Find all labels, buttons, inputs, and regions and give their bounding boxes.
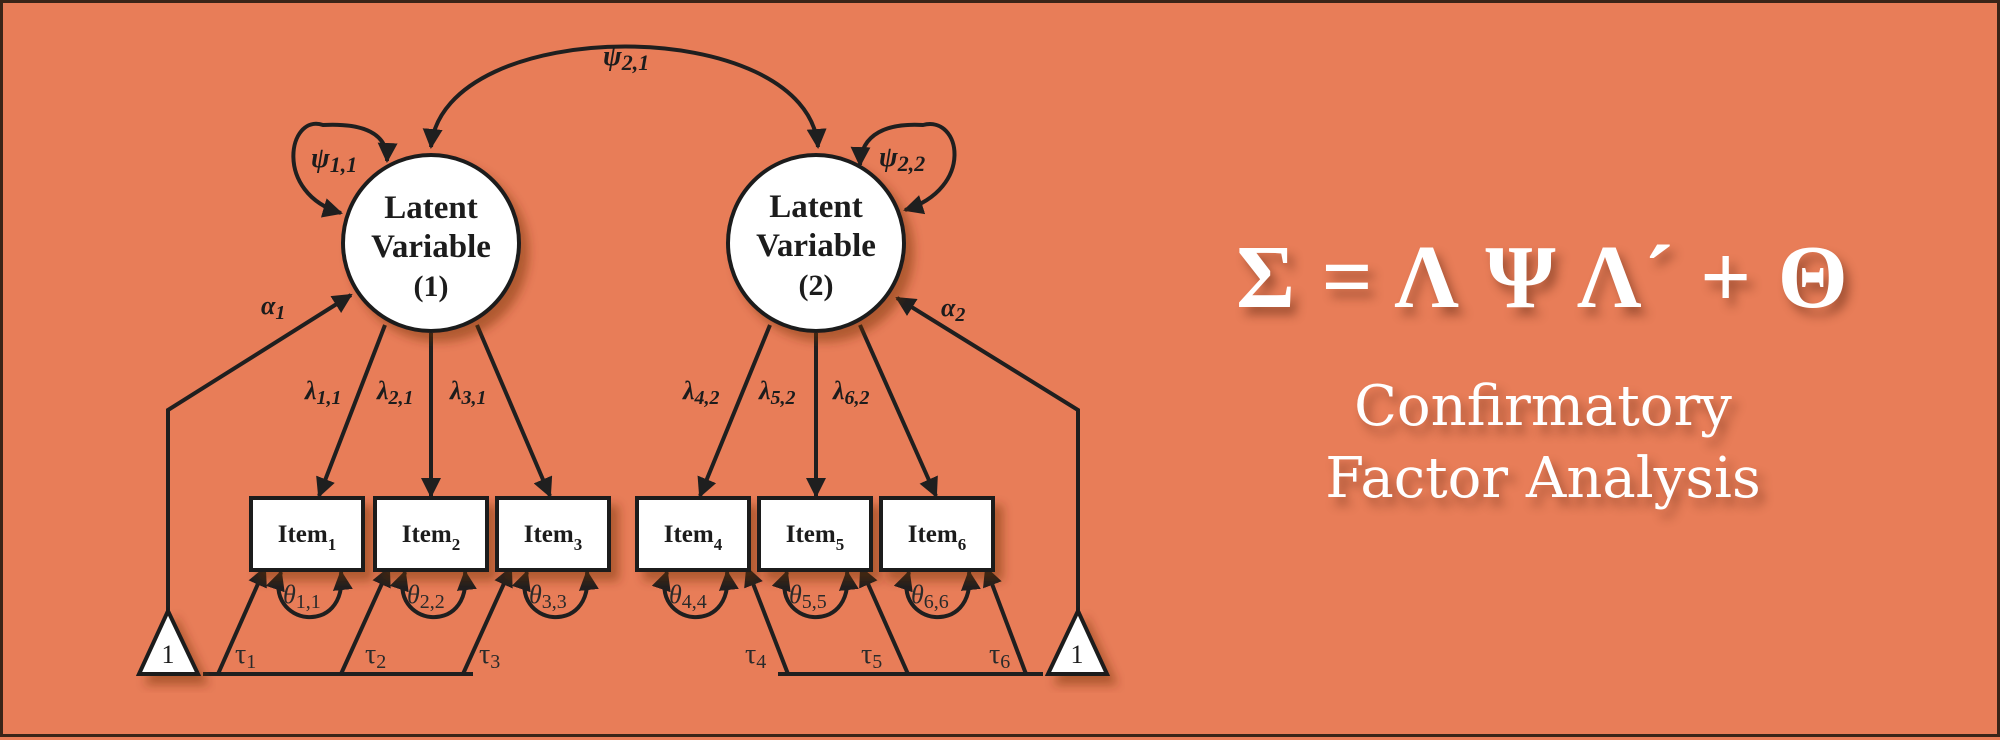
loading-arrow-6-2 <box>858 324 938 498</box>
loading-arrow-4-2 <box>697 324 772 498</box>
item-box-1: Item1 <box>249 496 365 572</box>
intercept-arrow-tau-5 <box>859 566 910 675</box>
title-block: Confirmatory Factor Analysis <box>1133 371 1953 515</box>
mean-path-alpha-2 <box>895 296 1080 613</box>
label-lambda-5-2: λ5,2 <box>758 376 796 409</box>
label-theta-6-6: θ6,6 <box>911 580 949 613</box>
svg-text:Item4: Item4 <box>664 521 723 554</box>
svg-text:Item5: Item5 <box>786 521 844 554</box>
label-lambda-3-1: λ3,1 <box>449 376 487 409</box>
right-panel: Σ = Λ Ψ Λ´ + Θ Confirmatory Factor Analy… <box>1133 223 1953 515</box>
residual-loop-theta-6-6 <box>893 570 981 620</box>
covariance-arrow-psi-2-1 <box>422 44 827 149</box>
label-tau-4: τ4 <box>745 639 766 673</box>
label-lambda-4-2: λ4,2 <box>682 376 720 409</box>
intercept-arrow-tau-2 <box>339 566 391 675</box>
mean-path-alpha-1 <box>166 293 353 613</box>
svg-text:Item6: Item6 <box>908 521 966 554</box>
item-box-4: Item4 <box>635 496 751 572</box>
loading-arrow-1-1 <box>316 324 387 498</box>
label-psi-1-1: ψ1,1 <box>311 143 357 177</box>
label-theta-2-2: θ2,2 <box>407 580 445 613</box>
constant-label-left: 1 <box>162 640 175 669</box>
label-lambda-6-2: λ6,2 <box>832 376 870 409</box>
intercept-arrow-tau-3 <box>461 566 513 675</box>
svg-text:(2): (2) <box>799 269 834 302</box>
label-theta-4-4: θ4,4 <box>669 580 707 613</box>
item-box-6: Item6 <box>879 496 995 572</box>
residual-loop-theta-2-2 <box>389 570 477 620</box>
variance-loop-psi-1-1 <box>291 121 398 218</box>
residual-loop-theta-3-3 <box>511 570 599 620</box>
title-line-1: Confirmatory <box>1354 374 1732 439</box>
svg-text:Item2: Item2 <box>402 521 460 554</box>
label-lambda-1-1: λ1,1 <box>304 376 342 409</box>
label-tau-2: τ2 <box>365 639 386 673</box>
constant-triangle-right <box>1044 606 1111 676</box>
svg-text:Variable: Variable <box>371 229 491 265</box>
intercept-arrow-tau-6 <box>982 566 1028 675</box>
svg-text:Variable: Variable <box>756 228 876 264</box>
label-alpha-1: α1 <box>261 291 285 324</box>
residual-loop-theta-1-1 <box>265 570 353 620</box>
label-tau-1: τ1 <box>235 639 256 673</box>
label-tau-3: τ3 <box>479 639 500 673</box>
svg-text:Item3: Item3 <box>524 521 582 554</box>
svg-text:Item1: Item1 <box>278 521 336 554</box>
residual-loop-theta-4-4 <box>651 570 739 620</box>
label-alpha-2: α2 <box>941 293 965 326</box>
intercept-arrow-tau-1 <box>216 566 267 675</box>
svg-text:(1): (1) <box>414 270 449 303</box>
constant-label-right: 1 <box>1071 640 1084 669</box>
item-box-2: Item2 <box>373 496 489 572</box>
label-theta-3-3: θ3,3 <box>529 580 567 613</box>
path-diagram: 1 1 Latent Variable (1) Latent Variable … <box>135 41 1111 676</box>
latent-variable-1: Latent Variable (1) <box>341 153 521 333</box>
label-theta-5-5: θ5,5 <box>789 580 827 613</box>
covariance-formula: Σ = Λ Ψ Λ´ + Θ <box>1236 228 1850 327</box>
label-lambda-2-1: λ2,1 <box>376 376 414 409</box>
item-box-3: Item3 <box>495 496 611 572</box>
title-line-2: Factor Analysis <box>1325 446 1761 511</box>
variance-loop-psi-2-2 <box>850 122 957 215</box>
item-box-5: Item5 <box>757 496 873 572</box>
label-tau-6: τ6 <box>989 639 1010 673</box>
residual-loop-theta-5-5 <box>771 570 859 620</box>
label-tau-5: τ5 <box>861 639 882 673</box>
label-psi-2-2: ψ2,2 <box>879 142 925 176</box>
constant-triangle-left <box>135 606 202 676</box>
label-theta-1-1: θ1,1 <box>283 580 321 613</box>
loading-arrow-3-1 <box>475 324 553 498</box>
label-psi-2-1: ψ2,1 <box>603 41 649 75</box>
svg-text:Latent: Latent <box>384 190 478 226</box>
svg-text:Latent: Latent <box>769 189 863 225</box>
intercept-arrow-tau-4 <box>744 566 790 675</box>
latent-variable-2: Latent Variable (2) <box>726 153 906 333</box>
